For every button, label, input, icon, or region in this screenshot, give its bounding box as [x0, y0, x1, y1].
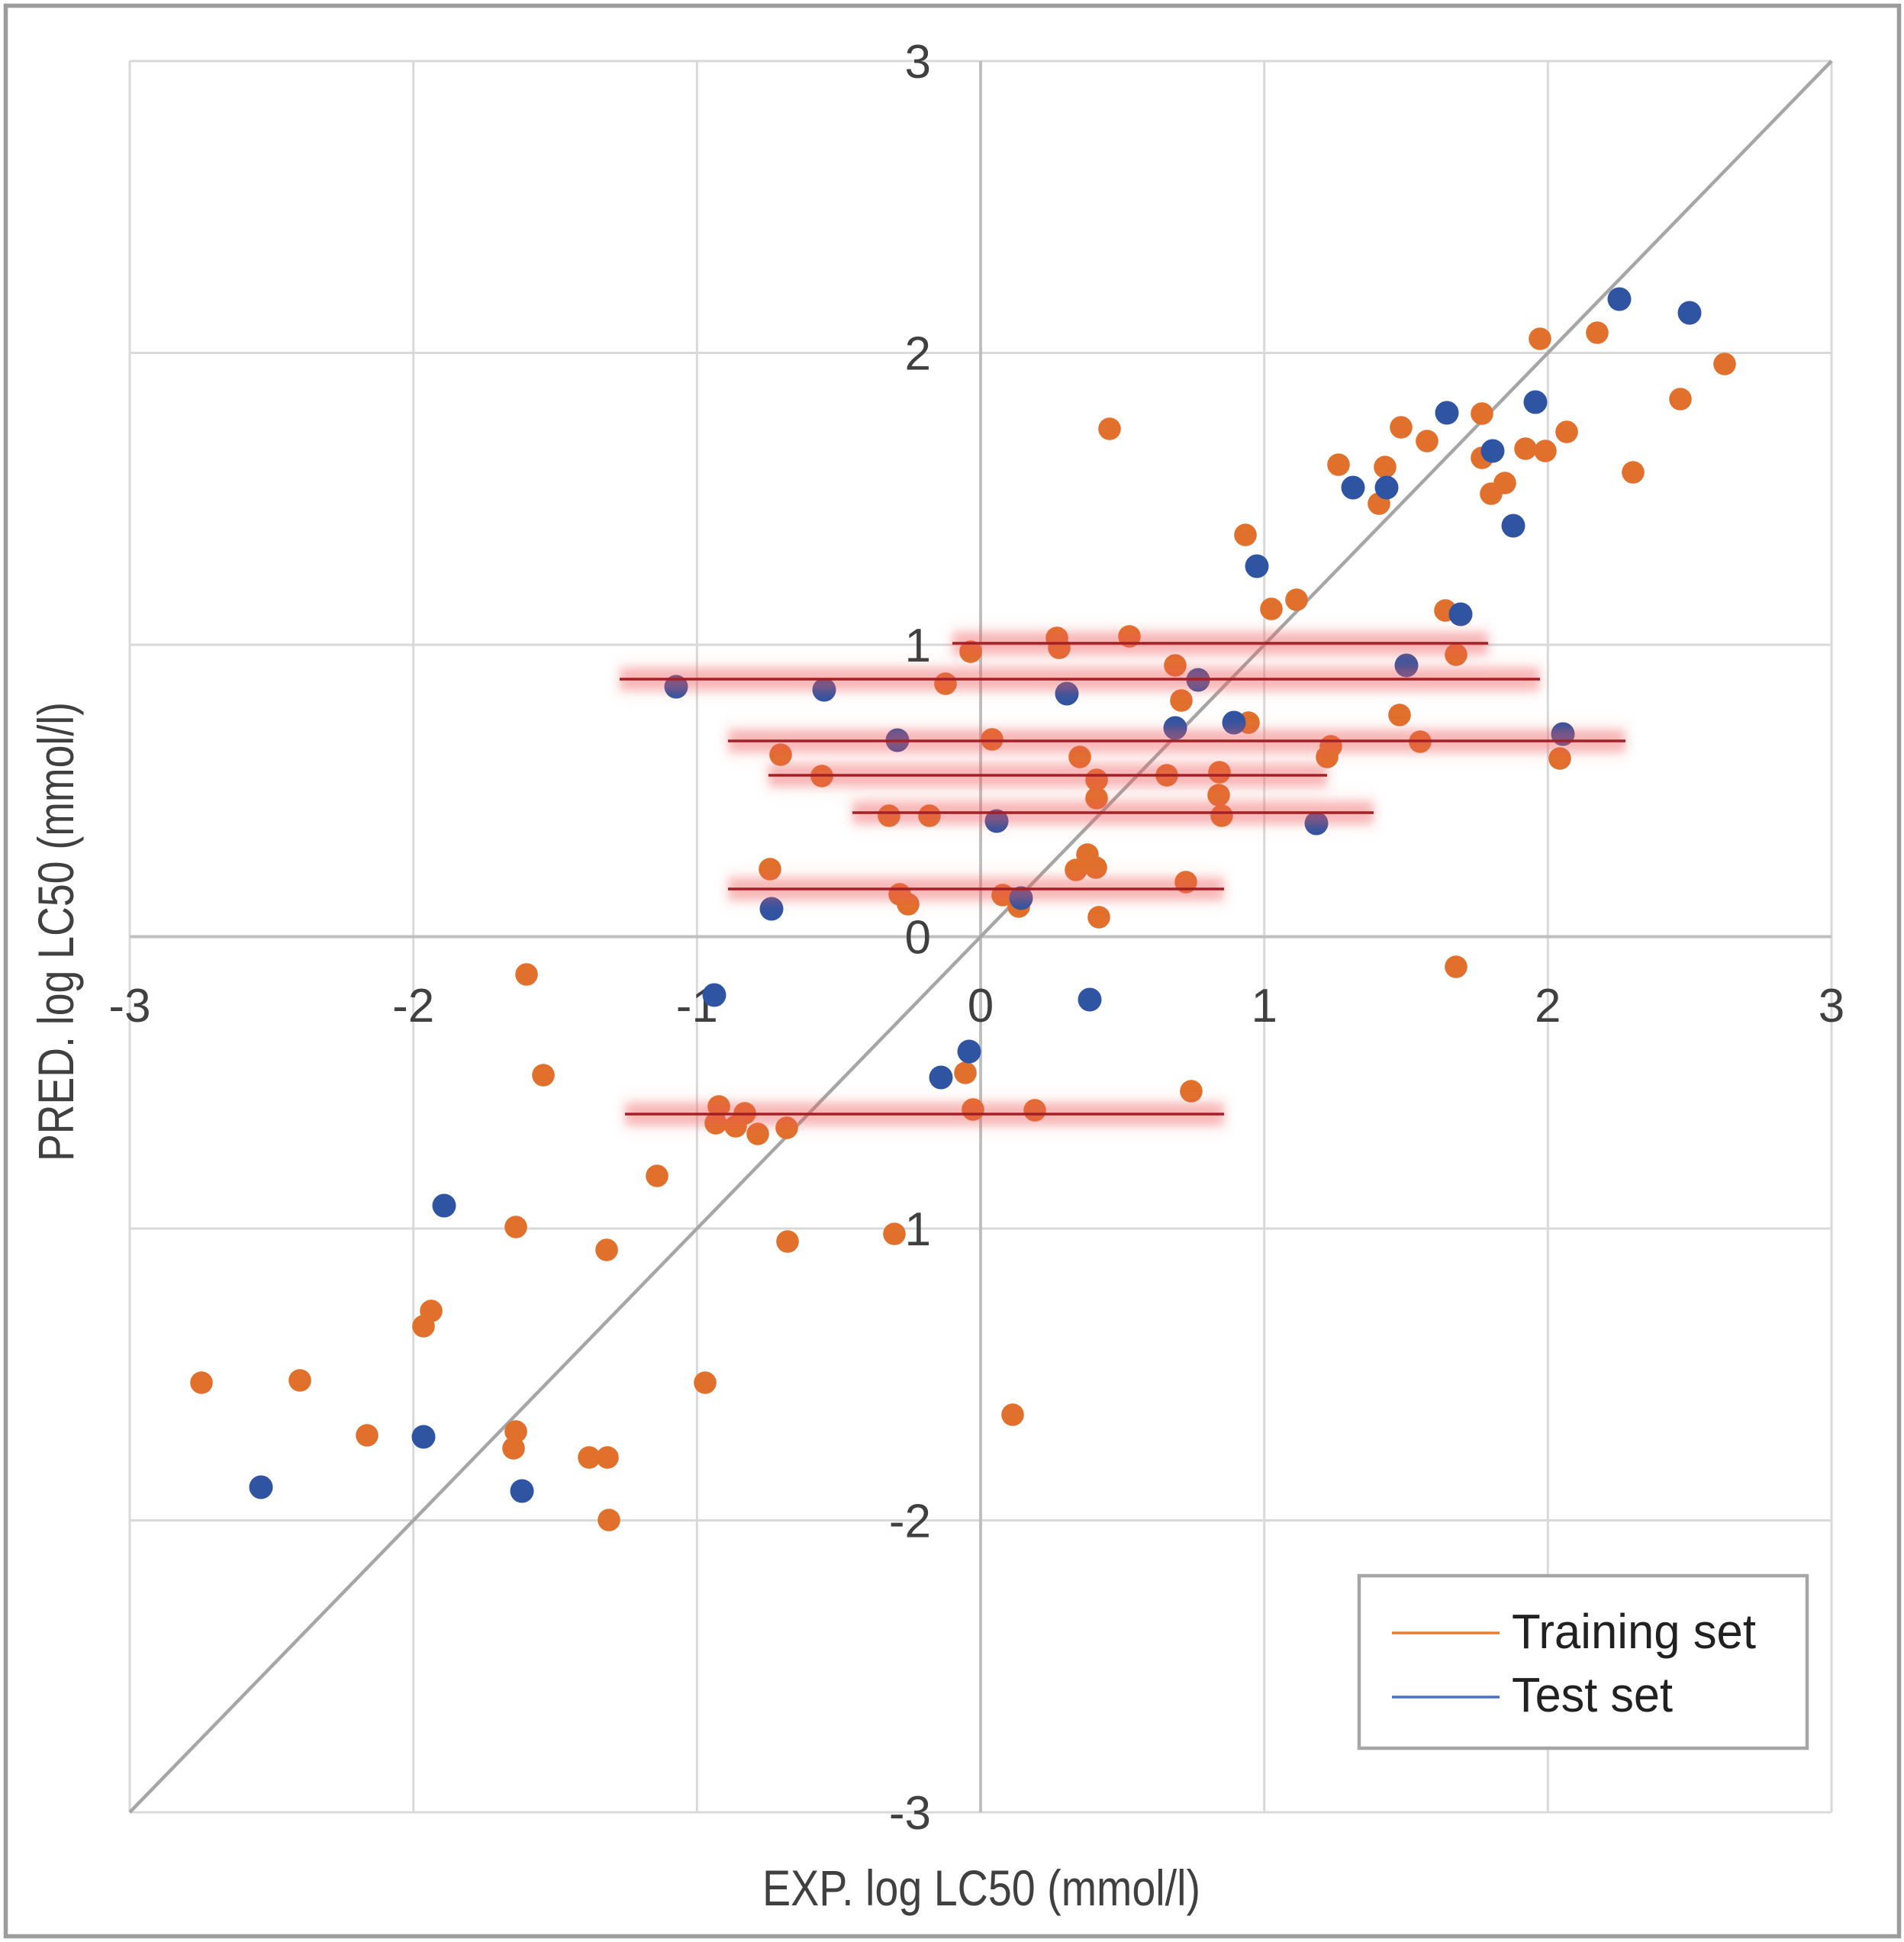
svg-text:Training set: Training set [1512, 1604, 1756, 1659]
svg-text:PRED. log LC50 (mmol/l): PRED. log LC50 (mmol/l) [27, 702, 84, 1161]
svg-text:-3: -3 [108, 980, 150, 1032]
svg-text:3: 3 [1819, 980, 1844, 1032]
svg-text:2: 2 [1535, 980, 1561, 1032]
svg-text:0: 0 [905, 912, 931, 965]
svg-text:EXP. log LC50 (mmol/l): EXP. log LC50 (mmol/l) [762, 1860, 1200, 1916]
svg-text:Test set: Test set [1512, 1667, 1673, 1722]
svg-text:2: 2 [905, 328, 931, 381]
svg-text:0: 0 [968, 980, 994, 1032]
svg-text:-2: -2 [392, 980, 434, 1032]
svg-text:-3: -3 [889, 1787, 931, 1840]
svg-text:-2: -2 [889, 1496, 931, 1548]
svg-text:1: 1 [1251, 980, 1277, 1032]
svg-text:3: 3 [905, 36, 931, 89]
